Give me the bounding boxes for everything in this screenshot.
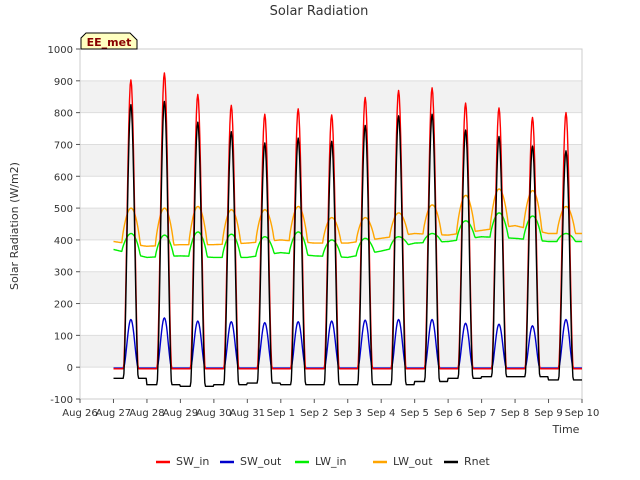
y-tick-label: 400	[54, 236, 73, 247]
station-label-box: EE_met	[80, 32, 138, 50]
legend-label-sw-out: SW_out	[240, 455, 282, 468]
chart-title: Solar Radiation	[270, 4, 369, 19]
y-axis-label: Solar Radiation (W/m2)	[8, 162, 21, 290]
y-tick-label: 1000	[48, 45, 73, 56]
x-tick-label: Sep 5	[400, 408, 428, 419]
grid-band	[80, 80, 582, 113]
series-lines	[113, 72, 582, 387]
legend-label-rnet: Rnet	[464, 455, 490, 468]
plot-frame	[79, 48, 583, 400]
y-tick-label: 900	[54, 77, 73, 88]
series-line-rnet	[113, 100, 582, 387]
legend: SW_in SW_out LW_in LW_out Rnet	[156, 455, 490, 468]
x-tick-label: Sep 2	[300, 408, 328, 419]
x-axis-label: Time	[552, 423, 580, 436]
x-tick-label: Sep 10	[565, 408, 600, 419]
legend-label-sw-in: SW_in	[176, 455, 209, 468]
y-tick-label: 100	[54, 331, 73, 342]
legend-label-lw-out: LW_out	[393, 455, 433, 468]
grid-bands	[79, 48, 583, 400]
x-tick-label: Aug 27	[96, 408, 131, 419]
y-tick-label: 600	[54, 172, 73, 183]
y-tick-label: 800	[54, 109, 73, 120]
x-tick-label: Sep 4	[367, 408, 395, 419]
y-tick-label: 700	[54, 140, 73, 151]
grid-band	[80, 271, 582, 304]
x-tick-label: Sep 8	[501, 408, 529, 419]
y-tick-label: 500	[54, 204, 73, 215]
grid-band	[80, 335, 582, 368]
x-tick-label: Aug 29	[163, 408, 198, 419]
series-line-lw-out	[113, 188, 582, 247]
x-tick-label: Aug 26	[62, 408, 97, 419]
y-tick-label: 200	[54, 300, 73, 311]
x-tick-label: Sep 1	[267, 408, 295, 419]
x-tick-label: Sep 3	[334, 408, 362, 419]
x-tick-label: Sep 9	[534, 408, 562, 419]
y-tick-label: 0	[67, 363, 73, 374]
y-tick-label: -100	[50, 395, 73, 406]
y-axis-ticks: -100 0 100 200 300 400 500 600 700 800 900 1000	[48, 45, 80, 406]
x-tick-label: Aug 31	[230, 408, 265, 419]
x-tick-label: Sep 7	[467, 408, 495, 419]
series-line-lw-in	[113, 212, 582, 259]
x-tick-label: Sep 6	[434, 408, 462, 419]
legend-label-lw-in: LW_in	[315, 455, 347, 468]
station-label: EE_met	[87, 36, 132, 49]
x-tick-label: Aug 28	[129, 408, 164, 419]
y-tick-label: 300	[54, 268, 73, 279]
x-tick-label: Aug 30	[196, 408, 231, 419]
